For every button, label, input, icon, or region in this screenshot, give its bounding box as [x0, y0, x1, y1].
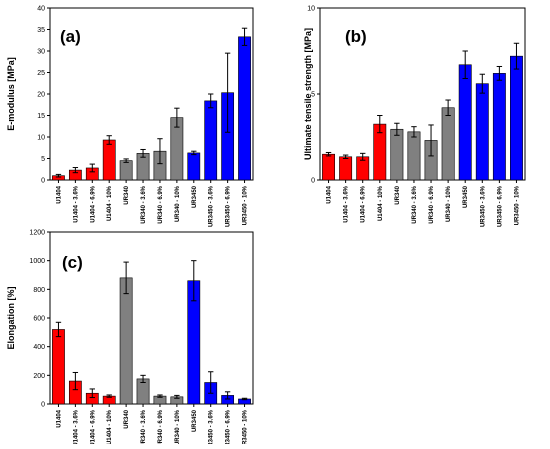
panel-b-bar-10: [492, 73, 506, 181]
panel-a-ytick-label-3: 15: [37, 113, 45, 120]
panel-a-xtick-label-11: UR3450 - 10%: [243, 185, 249, 225]
panel-c-xtick-label-9: UR3450 - 3.6%: [209, 409, 215, 444]
panel-b-xtick-label-0: U1404: [327, 185, 333, 203]
panel-c-label: (c): [62, 253, 83, 272]
panel-c-xtick-label-0: U1404: [56, 409, 62, 427]
panel-c-xtick-label-1: U1404 - 3.6%: [73, 409, 79, 444]
panel-c-ytick-label-5: 1000: [29, 258, 45, 265]
panel-b-label: (b): [345, 27, 367, 46]
panel-a-xtick-label-10: UR3450 - 6.9%: [226, 185, 232, 227]
panel-b-bar-11: [510, 55, 523, 181]
panel-b-xtick-label-9: UR3450 - 3.6%: [480, 185, 486, 227]
panel-c-xtick-label-6: UR340 - 6.9%: [158, 409, 164, 444]
panel-a-xtick-label-9: UR3450 - 3.6%: [209, 185, 215, 227]
panel-b-xtick-label-4: UR340: [395, 185, 401, 204]
panel-b-ytick-label-1: 5: [311, 92, 315, 99]
panel-b-xtick-label-1: U1404 - 3.6%: [344, 185, 350, 222]
panel-a-bar-8: [187, 152, 201, 181]
panel-c-ytick-label-0: 0: [41, 402, 45, 409]
panel-a-xtick-label-0: U1404: [56, 185, 62, 203]
panel-b-xtick-label-2: U1404 - 6.9%: [361, 185, 367, 222]
panel-a-bar-3: [102, 139, 116, 181]
panel-a-ytick-label-0: 0: [41, 178, 45, 185]
panel-b-bar-0: [322, 153, 335, 181]
panel-c-ytick-label-6: 1200: [29, 230, 45, 237]
panel-a-bar-4: [119, 160, 133, 181]
panel-a-xtick-label-4: UR340: [124, 185, 130, 204]
panel-c-ytick-label-1: 200: [33, 373, 45, 380]
panel-a-ytick-label-7: 35: [37, 27, 45, 34]
panel-c-bar-4: [119, 277, 133, 405]
panel-a-ytick-label-8: 40: [37, 6, 45, 13]
panel-b-xtick-label-5: UR340 - 3.6%: [412, 185, 418, 223]
panel-b-xtick-label-10: UR3450 - 6.9%: [497, 185, 503, 227]
panel-b-xtick-label-11: UR3450 - 10%: [514, 185, 520, 225]
panel-b-bar-5: [407, 131, 421, 181]
panel-c-xtick-label-2: U1404 - 6.9%: [90, 409, 96, 444]
panel-c-bar-0: [52, 329, 65, 405]
panel-a-bar-11: [238, 36, 251, 181]
panel-c-xtick-label-10: UR3450 - 6.9%: [226, 409, 232, 444]
panel-c-ylabel: Elongation [%]: [6, 287, 16, 350]
panel-c-ytick-label-3: 600: [33, 316, 45, 323]
panel-b-bar-1: [339, 156, 353, 181]
panel-b-bar-7: [441, 107, 455, 181]
panel-b-bar-9: [475, 83, 489, 181]
panel-a-xtick-label-2: U1404 - 6.9%: [90, 185, 96, 222]
panel-a-ytick-label-6: 30: [37, 49, 45, 56]
panel-b-ytick-label-0: 0: [311, 178, 315, 185]
panel-c-ytick-label-4: 800: [33, 287, 45, 294]
panel-c-xtick-label-3: U1404 - 10%: [107, 409, 113, 444]
panel-a-ylabel: E-modulus [MPa]: [6, 57, 16, 131]
panel-a-xtick-label-8: UR3450: [192, 185, 198, 208]
panel-c-xtick-label-7: UR340 - 10%: [175, 409, 181, 444]
panel-a-ytick-label-2: 10: [37, 135, 45, 142]
panel-a-bar-9: [204, 100, 218, 181]
panel-b-xtick-label-8: UR3450: [463, 185, 469, 208]
panel-a-label: (a): [60, 27, 81, 46]
panel-a-xtick-label-1: U1404 - 3.6%: [73, 185, 79, 222]
panel-a-xtick-label-5: UR340 - 3.6%: [141, 185, 147, 223]
panel-a-xtick-label-7: UR340 - 10%: [175, 185, 181, 222]
panel-a-xtick-label-6: UR340 - 6.9%: [158, 185, 164, 223]
panel-b-xtick-label-6: UR340 - 6.9%: [429, 185, 435, 223]
panel-b-ytick-label-2: 10: [307, 6, 315, 13]
panel-c-xtick-label-4: UR340: [124, 409, 130, 428]
panel-a-ytick-label-1: 5: [41, 156, 45, 163]
panel-b-xtick-label-3: U1404 - 10%: [378, 185, 384, 221]
panel-a-xtick-label-3: U1404 - 10%: [107, 185, 113, 221]
panel-c-ytick-label-2: 400: [33, 344, 45, 351]
panel-c-xtick-label-11: UR3450 - 10%: [243, 409, 249, 444]
panel-b-xtick-label-7: UR340 - 10%: [446, 185, 452, 222]
panel-a-ytick-label-5: 25: [37, 70, 45, 77]
panel-b-bar-8: [458, 64, 472, 181]
panel-a-ytick-label-4: 20: [37, 92, 45, 99]
panel-b-bar-4: [390, 128, 404, 181]
panel-c-xtick-label-8: UR3450: [192, 409, 198, 432]
panel-c-xtick-label-5: UR340 - 3.6%: [141, 409, 147, 444]
panel-b-ylabel: Ultimate tensile strength [MPa]: [303, 28, 313, 160]
